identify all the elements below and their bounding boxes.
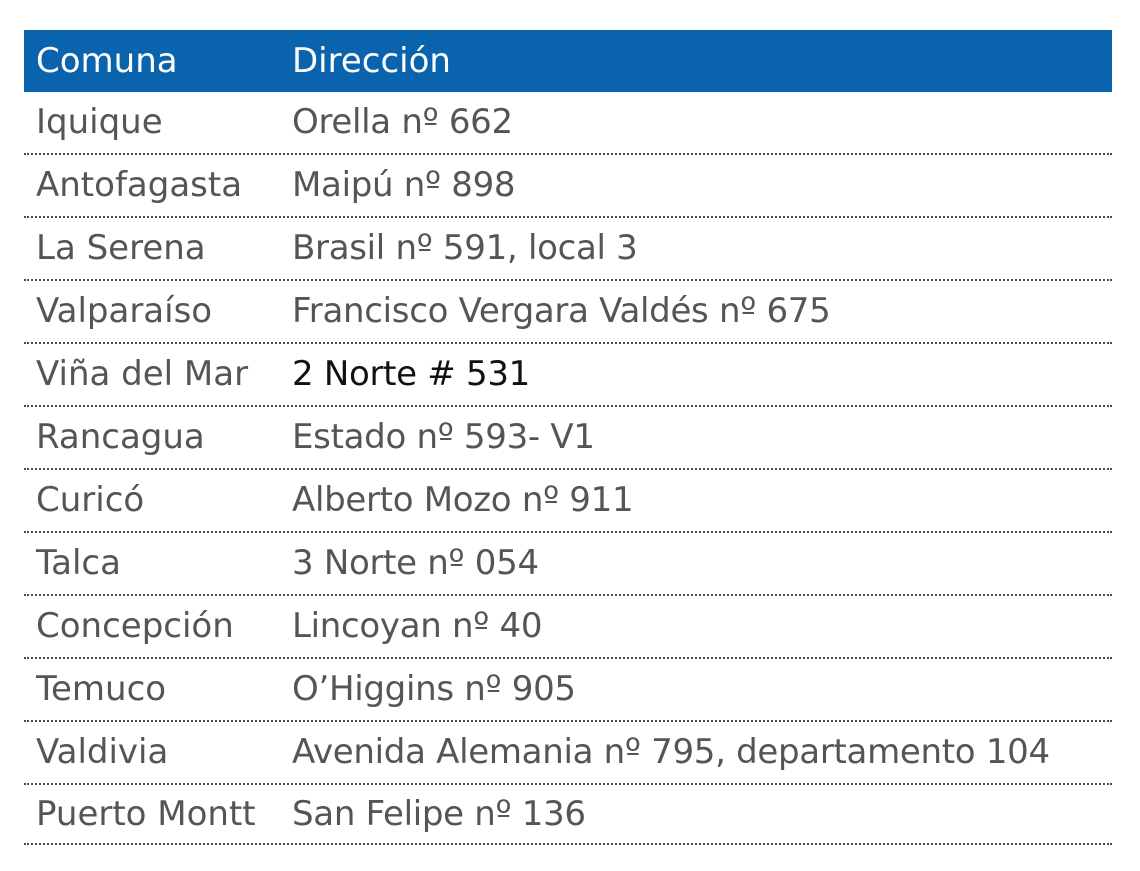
comuna-cell: La Serena xyxy=(36,228,206,268)
direccion-cell: Brasil nº 591, local 3 xyxy=(292,228,638,268)
offices-table: Comuna Dirección Iquique Orella nº 662 A… xyxy=(24,30,1112,845)
comuna-cell: Rancagua xyxy=(36,417,205,457)
table-row: Puerto Montt San Felipe nº 136 xyxy=(24,785,1112,845)
direccion-cell: Lincoyan nº 40 xyxy=(292,606,543,646)
direccion-cell: Estado nº 593- V1 xyxy=(292,417,595,457)
direccion-cell: O’Higgins nº 905 xyxy=(292,669,576,709)
table-row: Viña del Mar 2 Norte # 531 xyxy=(24,344,1112,407)
comuna-cell: Puerto Montt xyxy=(36,794,256,834)
header-comuna: Comuna xyxy=(36,41,178,81)
direccion-cell: 3 Norte nº 054 xyxy=(292,543,539,583)
direccion-cell: Alberto Mozo nº 911 xyxy=(292,480,634,520)
table-row: Rancagua Estado nº 593- V1 xyxy=(24,407,1112,470)
table-row: La Serena Brasil nº 591, local 3 xyxy=(24,218,1112,281)
direccion-cell: Avenida Alemania nº 795, departamento 10… xyxy=(292,732,1050,772)
table-row: Valparaíso Francisco Vergara Valdés nº 6… xyxy=(24,281,1112,344)
table-header: Comuna Dirección xyxy=(24,30,1112,92)
comuna-cell: Concepción xyxy=(36,606,234,646)
direccion-cell: Maipú nº 898 xyxy=(292,165,516,205)
comuna-cell: Antofagasta xyxy=(36,165,243,205)
table-row: Concepción Lincoyan nº 40 xyxy=(24,596,1112,659)
direccion-cell: Orella nº 662 xyxy=(292,102,513,142)
table-row: Antofagasta Maipú nº 898 xyxy=(24,155,1112,218)
direccion-cell: 2 Norte # 531 xyxy=(292,354,531,394)
comuna-cell: Valdivia xyxy=(36,732,169,772)
table-row: Iquique Orella nº 662 xyxy=(24,92,1112,155)
comuna-cell: Talca xyxy=(36,543,121,583)
comuna-cell: Curicó xyxy=(36,480,145,520)
table-row: Talca 3 Norte nº 054 xyxy=(24,533,1112,596)
comuna-cell: Iquique xyxy=(36,102,163,142)
table-row: Temuco O’Higgins nº 905 xyxy=(24,659,1112,722)
comuna-cell: Temuco xyxy=(36,669,167,709)
table-row: Curicó Alberto Mozo nº 911 xyxy=(24,470,1112,533)
comuna-cell: Viña del Mar xyxy=(36,354,249,394)
header-direccion: Dirección xyxy=(292,41,451,81)
direccion-cell: San Felipe nº 136 xyxy=(292,794,586,834)
direccion-cell: Francisco Vergara Valdés nº 675 xyxy=(292,291,831,331)
table-row: Valdivia Avenida Alemania nº 795, depart… xyxy=(24,722,1112,785)
comuna-cell: Valparaíso xyxy=(36,291,213,331)
